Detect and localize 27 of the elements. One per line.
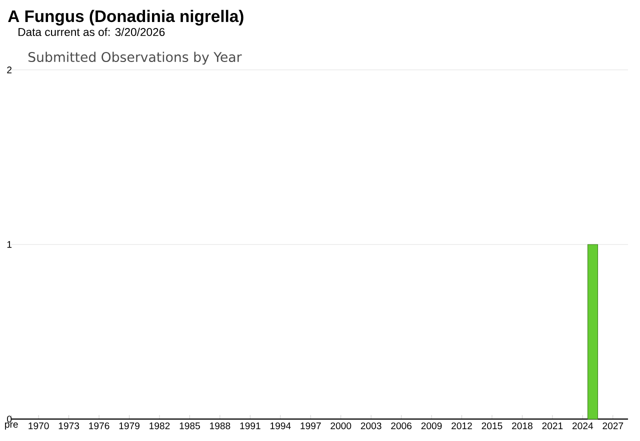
chart-subtitle: Data current as of: 3/20/2026 <box>18 28 165 36</box>
x-tick-label: 2009 <box>421 422 442 430</box>
x-tick-label: 2003 <box>360 422 382 430</box>
x-tick-label: 2021 <box>542 422 563 430</box>
x-tick-label: 2024 <box>572 422 594 430</box>
y-tick-label: 2 <box>7 66 12 74</box>
x-tick-label: 1976 <box>89 422 110 430</box>
x-tick-label: 2027 <box>602 422 624 430</box>
x-tick-label: 2012 <box>452 422 472 430</box>
x-tick-label: 2018 <box>512 422 532 430</box>
y-tick-label: 1 <box>7 241 12 248</box>
x-tick-label: 1970 <box>28 422 49 430</box>
x-tick-label: 1973 <box>58 422 80 430</box>
x-tick-label: 1982 <box>150 422 170 430</box>
x-tick-label: 2000 <box>330 422 352 430</box>
y-tick-label: 0 <box>7 416 12 422</box>
x-tick-label: 1991 <box>240 422 260 430</box>
x-tick-label: 2015 <box>482 422 502 430</box>
text: Submitted Observations by Year <box>28 52 242 65</box>
x-tick-label: 1997 <box>300 422 321 430</box>
x-tick-label: 1985 <box>180 422 200 430</box>
x-tick-label: 1994 <box>270 422 291 430</box>
chart-title: A Fungus (Donadinia nigrella) <box>8 10 244 26</box>
x-tick-label: pre <box>5 422 18 430</box>
x-tick-label: 2006 <box>391 422 412 430</box>
x-tick-label: 1988 <box>210 422 230 430</box>
x-tick-label: 1979 <box>119 422 140 430</box>
